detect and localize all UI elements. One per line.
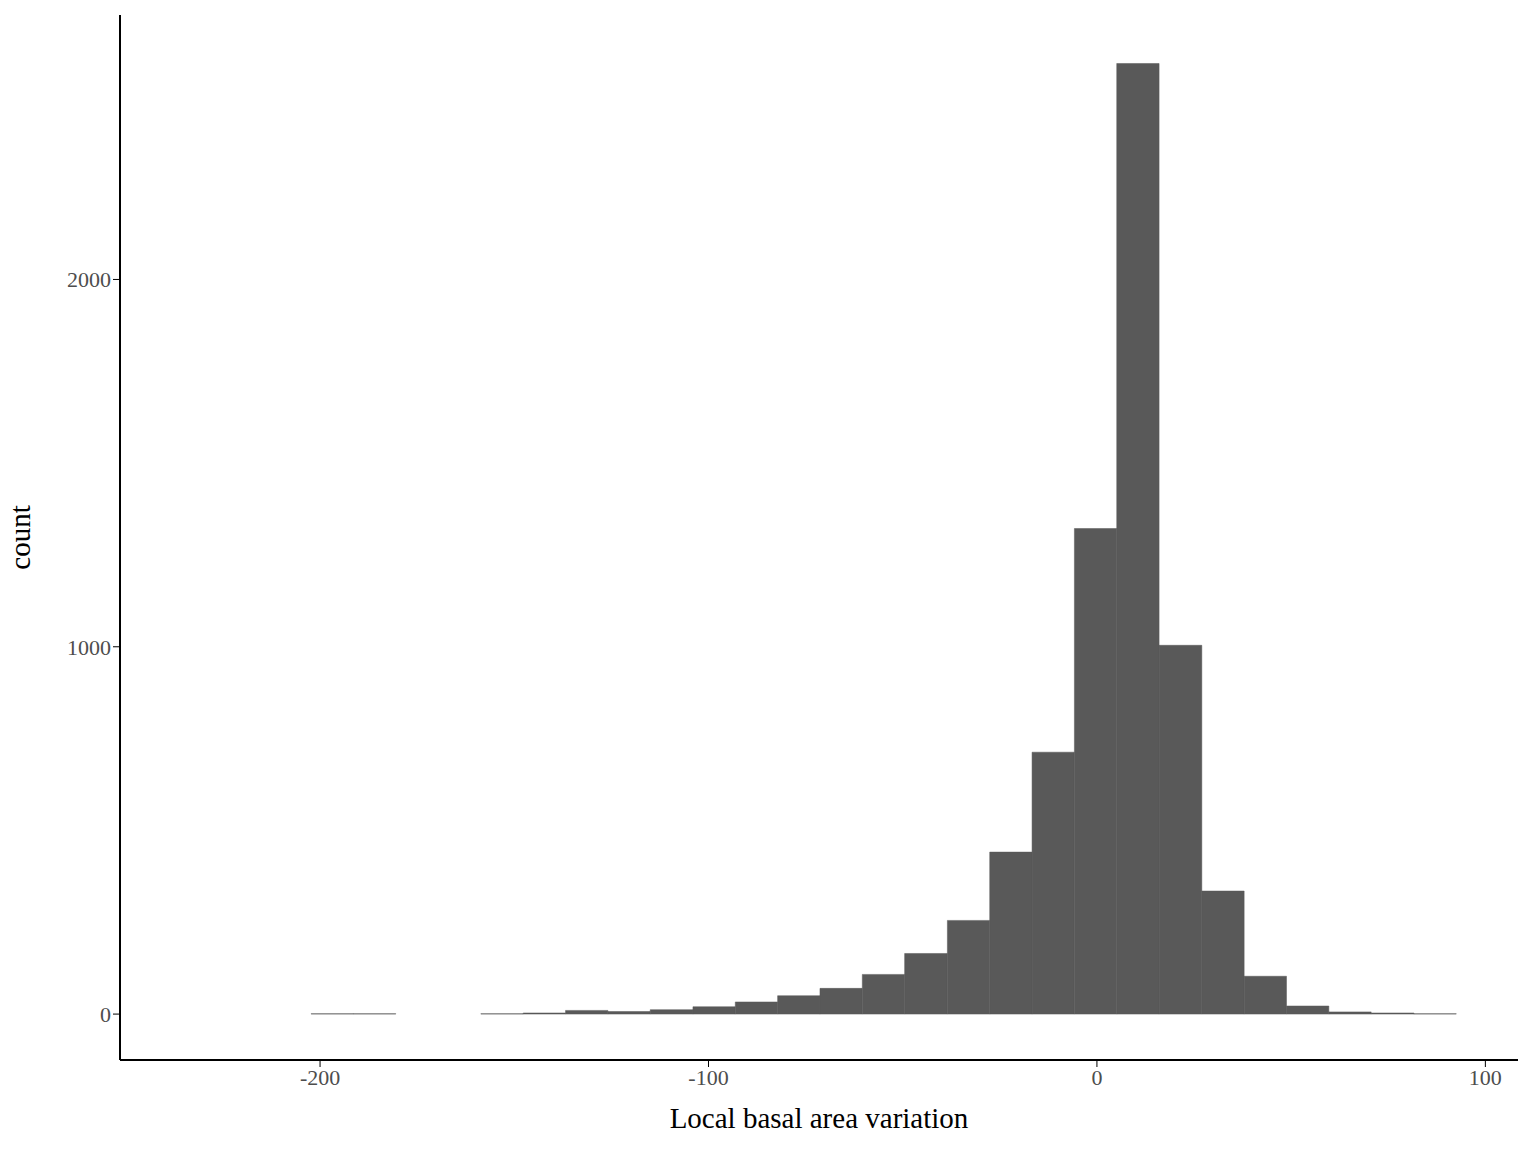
svg-text:count: count xyxy=(8,505,36,569)
svg-text:-100: -100 xyxy=(688,1065,728,1090)
svg-text:0: 0 xyxy=(1091,1065,1102,1090)
svg-text:100: 100 xyxy=(1469,1065,1502,1090)
svg-text:0: 0 xyxy=(100,1002,111,1027)
svg-text:2000: 2000 xyxy=(67,267,111,292)
svg-text:-200: -200 xyxy=(300,1065,340,1090)
svg-text:Local basal area variation: Local basal area variation xyxy=(670,1102,969,1134)
svg-text:1000: 1000 xyxy=(67,635,111,660)
